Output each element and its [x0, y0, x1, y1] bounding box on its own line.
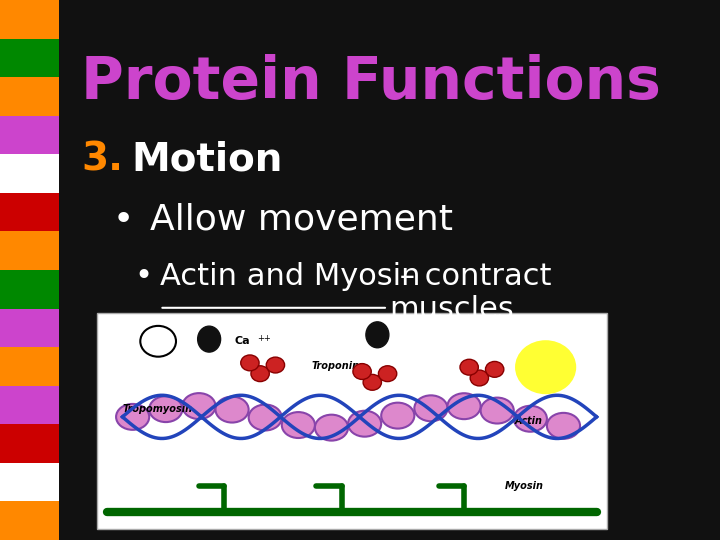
Circle shape: [485, 361, 504, 377]
Ellipse shape: [149, 396, 182, 422]
Ellipse shape: [515, 340, 576, 394]
Ellipse shape: [116, 404, 149, 430]
Text: Actin: Actin: [515, 416, 543, 426]
FancyBboxPatch shape: [97, 313, 607, 529]
FancyBboxPatch shape: [0, 308, 60, 347]
Ellipse shape: [381, 403, 414, 429]
Ellipse shape: [215, 396, 248, 422]
Text: – contract
muscles: – contract muscles: [390, 262, 552, 325]
Circle shape: [251, 366, 269, 382]
Ellipse shape: [348, 411, 381, 437]
Text: Protein Functions: Protein Functions: [81, 54, 661, 111]
Ellipse shape: [248, 404, 282, 430]
Text: 3.: 3.: [81, 140, 123, 178]
Text: Tropomyosin: Tropomyosin: [122, 404, 192, 414]
FancyBboxPatch shape: [0, 463, 60, 502]
Ellipse shape: [481, 397, 514, 423]
FancyBboxPatch shape: [0, 424, 60, 463]
Circle shape: [266, 357, 284, 373]
Ellipse shape: [414, 395, 448, 421]
FancyBboxPatch shape: [0, 502, 60, 540]
Text: Allow movement: Allow movement: [150, 202, 453, 237]
Circle shape: [470, 370, 489, 386]
FancyBboxPatch shape: [0, 77, 60, 116]
Ellipse shape: [366, 322, 389, 348]
Text: Motion: Motion: [131, 140, 283, 178]
Text: •: •: [112, 202, 134, 237]
Circle shape: [140, 326, 176, 357]
Text: •: •: [135, 262, 153, 291]
Ellipse shape: [547, 413, 580, 439]
Text: Actin and Myosin: Actin and Myosin: [160, 262, 420, 291]
Ellipse shape: [282, 412, 315, 438]
FancyBboxPatch shape: [0, 116, 60, 154]
Text: 1: 1: [155, 336, 162, 346]
Text: ++: ++: [258, 334, 271, 342]
FancyBboxPatch shape: [0, 386, 60, 424]
Ellipse shape: [514, 406, 547, 431]
Ellipse shape: [198, 326, 220, 352]
FancyBboxPatch shape: [0, 154, 60, 193]
FancyBboxPatch shape: [0, 347, 60, 386]
Text: Myosin: Myosin: [505, 481, 544, 491]
Ellipse shape: [315, 415, 348, 441]
Circle shape: [460, 359, 478, 375]
FancyBboxPatch shape: [0, 193, 60, 232]
Ellipse shape: [182, 393, 215, 419]
Circle shape: [353, 363, 372, 380]
Ellipse shape: [448, 393, 481, 419]
FancyBboxPatch shape: [0, 0, 60, 38]
FancyBboxPatch shape: [0, 38, 60, 77]
Circle shape: [240, 355, 259, 371]
Text: Ca: Ca: [235, 336, 251, 346]
FancyBboxPatch shape: [0, 232, 60, 270]
Circle shape: [363, 374, 382, 390]
Text: Troponin: Troponin: [311, 361, 359, 371]
Circle shape: [379, 366, 397, 382]
FancyBboxPatch shape: [0, 270, 60, 308]
